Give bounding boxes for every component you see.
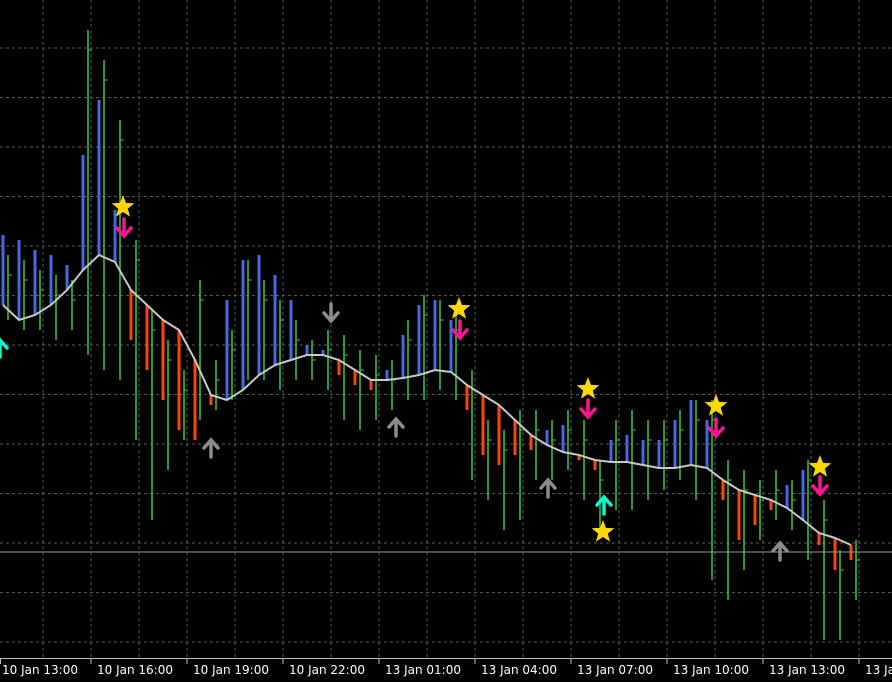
histogram-bar — [417, 305, 421, 375]
histogram-bar — [385, 370, 389, 380]
histogram-bar — [481, 395, 485, 455]
histogram-bar — [593, 460, 597, 470]
histogram-bar — [33, 250, 37, 315]
up-arrow — [387, 416, 405, 438]
star-signal — [111, 195, 135, 217]
histogram-bar — [177, 330, 181, 430]
histogram-bar — [625, 435, 629, 462]
down-arrow — [707, 417, 725, 439]
histogram-bar — [81, 155, 85, 270]
histogram-bar — [753, 495, 757, 525]
x-tick-label: 13 Jan 07:00 — [577, 663, 653, 677]
up-arrow — [0, 337, 9, 359]
histogram-bar — [257, 255, 261, 375]
star-signal — [591, 520, 615, 542]
histogram-bar — [721, 480, 725, 500]
histogram-bar — [433, 300, 437, 370]
grid — [0, 0, 892, 658]
histogram-bar — [193, 360, 197, 440]
histogram-bar — [337, 360, 341, 375]
star-signal — [447, 297, 471, 319]
histogram-bar — [49, 255, 53, 305]
histogram-bar — [641, 440, 645, 465]
histogram-bar — [737, 490, 741, 540]
up-arrow — [771, 540, 789, 562]
histogram-bar — [529, 435, 533, 450]
histogram-bar — [145, 305, 149, 370]
histogram-bar — [289, 300, 293, 360]
histogram-bar — [241, 260, 245, 390]
histogram-bar — [769, 500, 773, 510]
histogram-bar — [673, 420, 677, 468]
down-arrow — [115, 217, 133, 239]
histogram-bar — [209, 395, 213, 405]
histogram-bar — [225, 300, 229, 400]
histogram-bar — [401, 335, 405, 378]
histogram-bar — [545, 430, 549, 445]
histogram-bar — [657, 440, 661, 468]
histogram-bar — [513, 420, 517, 455]
star-signal — [576, 377, 600, 399]
histogram-bar — [785, 485, 789, 508]
down-arrow — [579, 398, 597, 420]
histogram-bar — [305, 345, 309, 355]
histogram-bar — [353, 370, 357, 385]
star-signal — [808, 455, 832, 477]
histogram-bar — [561, 425, 565, 452]
star-signal — [704, 394, 728, 416]
histogram-bar — [1, 235, 5, 305]
down-arrow — [322, 302, 340, 324]
histogram-bar — [689, 400, 693, 465]
histogram-bar — [97, 100, 101, 255]
histogram-bar — [129, 290, 133, 340]
histogram-bar — [577, 455, 581, 460]
histogram-bar — [497, 405, 501, 465]
histogram-bar — [801, 470, 805, 520]
x-tick-label: 10 Jan 22:00 — [289, 663, 365, 677]
histogram-bar — [705, 420, 709, 468]
x-tick-label: 10 Jan 16:00 — [97, 663, 173, 677]
histogram-bar — [449, 320, 453, 372]
x-tick-label: 10 Jan 19:00 — [193, 663, 269, 677]
x-tick-label: 13 Jan 10:00 — [673, 663, 749, 677]
histogram-bar — [609, 440, 613, 462]
x-tick-label: 10 Jan 13:00 — [2, 663, 78, 677]
histogram-bar — [113, 210, 117, 262]
histogram-bar — [817, 533, 821, 545]
down-arrow — [451, 319, 469, 341]
signals — [0, 195, 832, 562]
histogram-bar — [465, 385, 469, 410]
up-arrow — [202, 437, 220, 459]
histogram-bar — [65, 265, 69, 290]
x-tick-label: 13 Jan 01:00 — [385, 663, 461, 677]
histogram-bar — [161, 320, 165, 400]
moving-average — [2, 253, 852, 546]
histogram-bar — [833, 538, 837, 570]
histogram-bar — [369, 380, 373, 390]
histogram-bar — [273, 275, 277, 365]
x-tick-label: 13 Jan 04:00 — [481, 663, 557, 677]
x-tick-label: 13 Jan — [865, 663, 892, 677]
histogram-bar — [321, 350, 325, 355]
histogram-bar — [17, 240, 21, 320]
x-tick-label: 13 Jan 13:00 — [769, 663, 845, 677]
down-arrow — [811, 475, 829, 497]
up-arrow — [539, 477, 557, 499]
up-arrow — [595, 494, 613, 516]
x-axis-labels: 10 Jan 13:00 10 Jan 16:00 10 Jan 19:00 10 J… — [0, 658, 892, 677]
